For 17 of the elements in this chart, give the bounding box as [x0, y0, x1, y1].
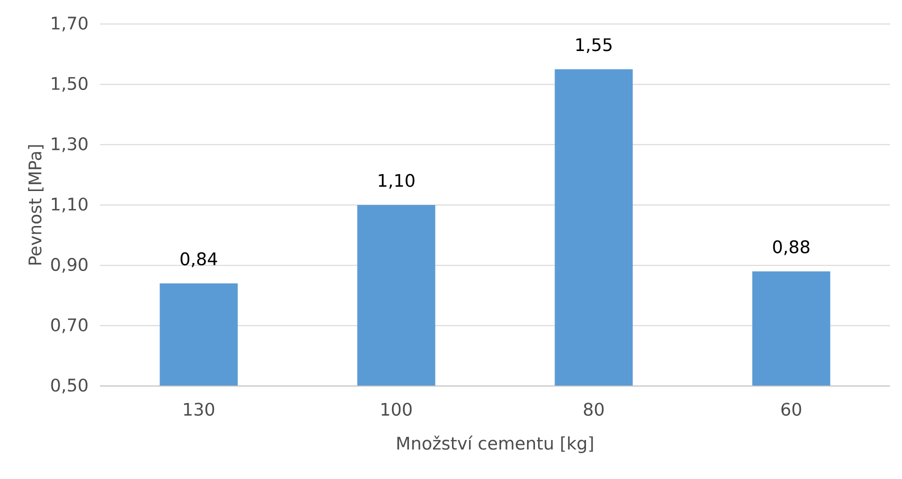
- x-tick-label: 100: [382, 402, 412, 416]
- x-tick-label: 80: [584, 402, 604, 416]
- y-tick-label: 1,30: [52, 137, 88, 152]
- data-label: 0,88: [773, 240, 810, 256]
- x-tick-label: 60: [781, 402, 802, 416]
- y-axis-title: Pevnost [MPa]: [28, 145, 44, 265]
- data-label: 0,84: [180, 252, 218, 268]
- y-tick-label: 1,10: [52, 198, 88, 212]
- y-tick-label: 1,50: [52, 76, 88, 92]
- y-tick-label: 0,50: [51, 378, 88, 394]
- y-tick-label: 1,70: [52, 16, 88, 32]
- x-axis-title: Množství cementu [kg]: [397, 436, 593, 454]
- data-label: 1,55: [576, 38, 612, 53]
- data-label: 1,10: [378, 174, 414, 189]
- x-tick-label: 130: [184, 402, 214, 416]
- y-tick-label: 0,90: [51, 258, 88, 273]
- y-tick-label: 0,70: [51, 318, 88, 334]
